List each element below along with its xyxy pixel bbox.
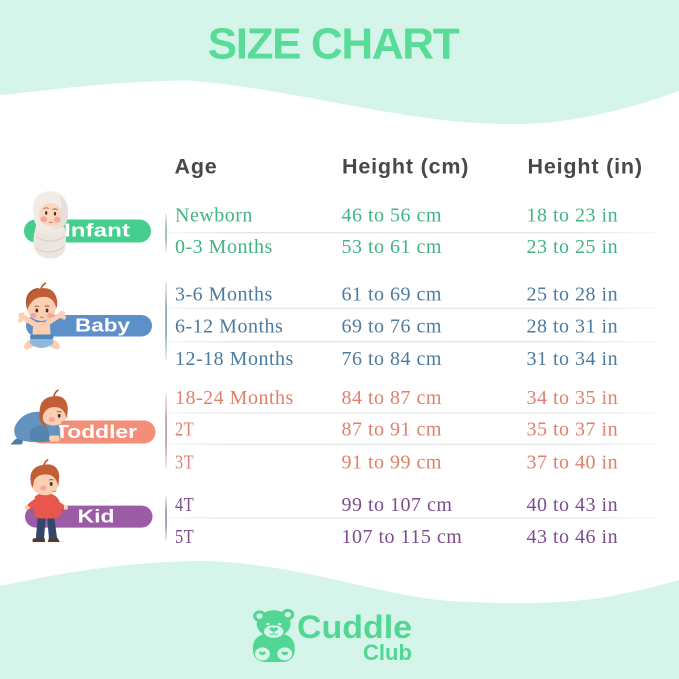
svg-text:87 to 91 cm: 87 to 91 cm	[342, 419, 443, 441]
svg-text:4T: 4T	[175, 494, 194, 516]
svg-text:76 to 84 cm: 76 to 84 cm	[342, 348, 443, 370]
svg-text:Height (cm): Height (cm)	[342, 154, 469, 178]
svg-text:2T: 2T	[175, 419, 194, 441]
svg-text:Age: Age	[175, 154, 218, 178]
svg-text:18-24 Months: 18-24 Months	[175, 387, 294, 409]
svg-text:SIZE CHART: SIZE CHART	[208, 19, 460, 68]
svg-text:3T: 3T	[175, 451, 194, 473]
svg-text:5T: 5T	[175, 526, 194, 548]
svg-text:34 to 35 in: 34 to 35 in	[527, 387, 619, 409]
svg-text:53 to 61 cm: 53 to 61 cm	[342, 236, 443, 258]
svg-text:3-6 Months: 3-6 Months	[175, 284, 273, 306]
svg-text:Baby: Baby	[75, 315, 131, 336]
svg-text:99 to 107 cm: 99 to 107 cm	[342, 494, 453, 516]
svg-text:Newborn: Newborn	[175, 205, 253, 227]
svg-text:43 to 46 in: 43 to 46 in	[527, 526, 619, 548]
svg-text:28 to 31 in: 28 to 31 in	[527, 316, 619, 338]
svg-text:84 to 87 cm: 84 to 87 cm	[342, 387, 443, 409]
svg-text:Cuddle: Cuddle	[297, 609, 412, 645]
svg-text:6-12 Months: 6-12 Months	[175, 316, 283, 338]
svg-text:18 to 23 in: 18 to 23 in	[527, 205, 619, 227]
svg-text:25 to 28 in: 25 to 28 in	[527, 284, 619, 306]
svg-text:31 to 34 in: 31 to 34 in	[527, 348, 619, 370]
svg-text:23 to 25 in: 23 to 25 in	[527, 236, 619, 258]
svg-text:37 to 40 in: 37 to 40 in	[527, 451, 619, 473]
svg-text:40 to 43 in: 40 to 43 in	[527, 494, 619, 516]
svg-text:0-3 Months: 0-3 Months	[175, 236, 273, 258]
svg-text:46 to 56 cm: 46 to 56 cm	[342, 205, 443, 227]
svg-text:12-18 Months: 12-18 Months	[175, 348, 294, 370]
svg-text:69 to 76 cm: 69 to 76 cm	[342, 316, 443, 338]
svg-text:35 to 37 in: 35 to 37 in	[527, 419, 619, 441]
svg-text:Infant: Infant	[64, 220, 130, 241]
svg-text:107 to 115 cm: 107 to 115 cm	[342, 526, 463, 548]
svg-text:61 to 69 cm: 61 to 69 cm	[342, 284, 443, 306]
svg-text:Club: Club	[363, 640, 412, 665]
svg-text:Toddler: Toddler	[55, 421, 137, 442]
svg-text:Kid: Kid	[78, 505, 115, 526]
svg-text:91 to 99 cm: 91 to 99 cm	[342, 451, 443, 473]
svg-text:Height (in): Height (in)	[528, 154, 643, 178]
